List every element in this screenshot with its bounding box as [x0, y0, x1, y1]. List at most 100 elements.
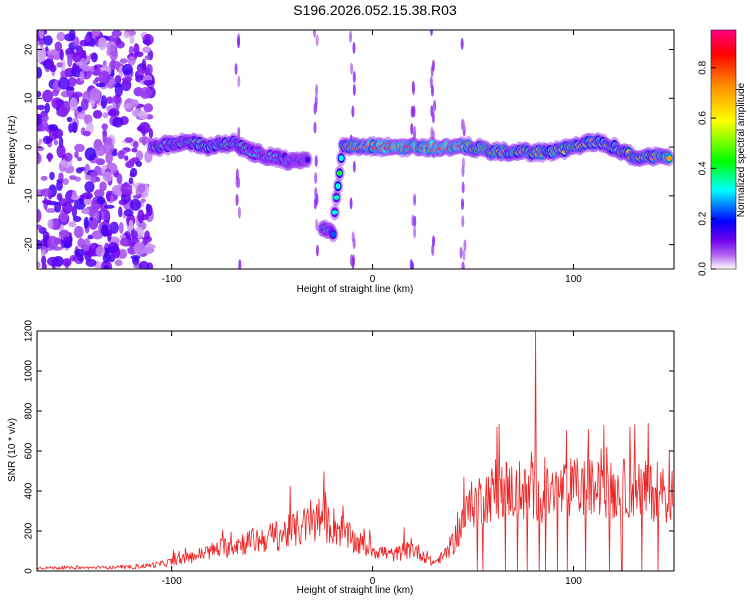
noise-blob — [74, 198, 86, 210]
noise-blob — [60, 70, 66, 77]
noise-blob — [37, 152, 42, 165]
noise-blob — [120, 183, 133, 195]
noise-blob — [141, 125, 147, 137]
noise-blob — [56, 144, 66, 159]
noise-blob — [102, 253, 112, 263]
colorbar-gradient — [710, 29, 737, 270]
spectral-streak — [352, 71, 356, 84]
noise-blob — [78, 253, 84, 263]
noise-blob — [89, 65, 95, 73]
noise-blob — [124, 155, 129, 161]
noise-blob — [72, 62, 77, 74]
noise-blob — [56, 193, 63, 201]
page-title: S196.2026.052.15.38.R03 — [293, 2, 457, 18]
noise-blob — [56, 61, 63, 68]
noise-blob — [128, 219, 134, 232]
noise-blob — [83, 208, 90, 214]
noise-blob — [37, 142, 41, 147]
noise-blob — [42, 115, 49, 122]
noise-blob — [62, 201, 73, 214]
spectral-streak — [461, 261, 465, 269]
colorbar-tick-label: 0.8 — [698, 60, 709, 74]
snr-background — [37, 331, 674, 571]
y-tick-label: 800 — [24, 402, 35, 419]
spectrogram-y-label: Frequency (Hz) — [7, 116, 18, 185]
spectral-streak — [459, 246, 463, 259]
spectral-streak — [412, 105, 416, 118]
noise-blob — [118, 221, 124, 234]
noise-blob — [83, 130, 91, 137]
noise-blob — [107, 242, 119, 253]
spectral-streak — [413, 125, 417, 138]
noise-blob — [38, 138, 43, 144]
spectral-streak — [314, 172, 318, 185]
noise-blob — [68, 30, 76, 41]
noise-blob — [84, 174, 92, 181]
noise-blob — [95, 246, 105, 257]
y-tick-label: 0 — [24, 568, 35, 574]
noise-blob — [73, 225, 84, 239]
y-tick-label: 200 — [24, 522, 35, 539]
noise-blob — [48, 124, 59, 132]
noise-blob — [37, 90, 42, 98]
spectral-streak — [430, 126, 434, 139]
ridge-core — [336, 170, 343, 176]
noise-blob — [138, 260, 149, 269]
y-tick-label: 600 — [24, 442, 35, 459]
noise-blob — [67, 53, 73, 68]
noise-blob — [54, 41, 63, 51]
noise-blob — [95, 82, 106, 88]
colorbar-tick-label: 0.2 — [698, 211, 709, 225]
spectral-streak — [461, 157, 465, 170]
spectrogram-frame — [36, 29, 675, 270]
noise-blob — [64, 152, 73, 162]
spectral-streak — [237, 75, 241, 88]
noise-blob — [96, 196, 106, 205]
noise-blob — [84, 181, 95, 193]
spectral-streak — [315, 83, 319, 96]
noise-blob — [53, 139, 59, 146]
spectrogram-marks — [37, 30, 674, 269]
noise-blob — [47, 152, 52, 163]
noise-blob — [98, 37, 108, 51]
spectrogram-y-ticks: -20 -10 0 10 20 — [24, 44, 674, 252]
noise-blob — [116, 173, 123, 185]
noise-blob — [61, 59, 66, 73]
noise-blob — [44, 102, 51, 114]
noise-blob — [41, 249, 46, 258]
noise-blob — [94, 77, 100, 82]
noise-blob — [133, 43, 140, 56]
noise-blob — [83, 238, 91, 252]
noise-blob — [72, 189, 77, 201]
noise-blob — [40, 188, 53, 197]
spectral-streak — [412, 83, 416, 96]
spectral-streak — [315, 34, 319, 47]
colorbar: 0.0 0.2 0.4 0.6 0.8 Normalized spectral ampl… — [698, 29, 747, 276]
ridge-core — [331, 210, 338, 215]
noise-blob — [78, 57, 87, 70]
noise-blob — [102, 171, 113, 182]
noise-blob — [128, 158, 135, 166]
noise-blob — [42, 58, 55, 70]
noise-blob — [56, 31, 66, 42]
ridge-mid — [330, 231, 336, 238]
noise-blob — [74, 151, 79, 159]
x-tick-label: 0 — [370, 576, 376, 587]
noise-blob — [133, 230, 138, 240]
noise-blob — [114, 259, 123, 267]
spectral-streak — [350, 62, 354, 75]
spectral-streak — [431, 59, 435, 72]
noise-blob — [114, 74, 122, 85]
noise-blob — [71, 121, 78, 134]
noise-blob — [80, 98, 89, 111]
spectral-streak — [460, 37, 464, 50]
noise-blob — [145, 203, 151, 212]
noise-blob — [71, 205, 78, 219]
noise-blob — [79, 70, 85, 82]
noise-blob — [121, 79, 132, 92]
noise-blob — [42, 89, 54, 103]
noise-blob — [107, 35, 115, 43]
noise-blob — [51, 89, 59, 97]
noise-blob — [137, 183, 146, 194]
